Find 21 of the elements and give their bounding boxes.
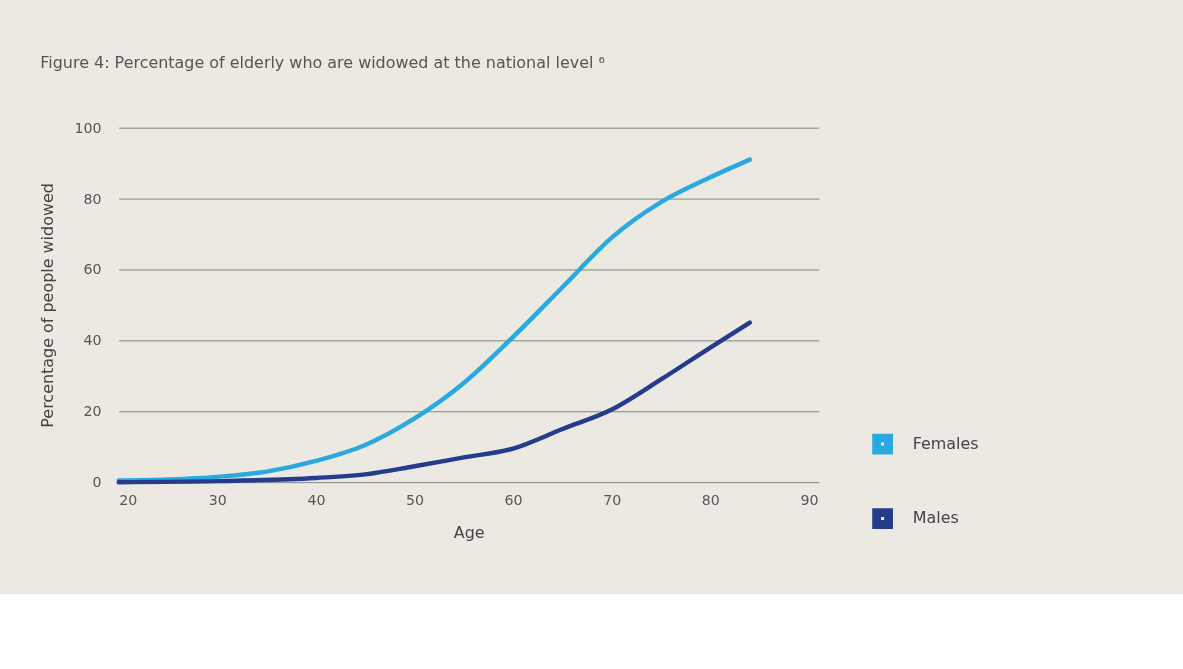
x-tick-label: 20 <box>119 491 138 508</box>
x-axis-title: Age <box>453 522 485 542</box>
x-tick-label: 40 <box>307 491 326 508</box>
x-tick-label: 90 <box>800 491 819 508</box>
y-axis-title: Percentage of people widowed <box>38 183 58 428</box>
x-tick-label: 60 <box>504 491 523 508</box>
x-tick-label: 30 <box>208 491 227 508</box>
x-tick-label: 50 <box>405 491 424 508</box>
line-series <box>116 157 752 483</box>
legend-label: Females <box>912 433 979 453</box>
y-tick-label: 0 <box>92 474 102 491</box>
y-tick-label: 60 <box>83 261 102 278</box>
chart-title: Figure 4: Percentage of elderly who are widowed at the national level ⁶ <box>40 53 605 73</box>
y-tick-label: 80 <box>83 190 102 207</box>
y-tick-label: 100 <box>74 119 102 136</box>
legend-label: Males <box>912 507 959 527</box>
x-tick-label: 80 <box>701 491 720 508</box>
y-tick-label: 40 <box>83 332 102 349</box>
line-series <box>116 320 752 485</box>
x-tick-label: 70 <box>603 491 622 508</box>
y-tick-label: 20 <box>83 403 102 420</box>
